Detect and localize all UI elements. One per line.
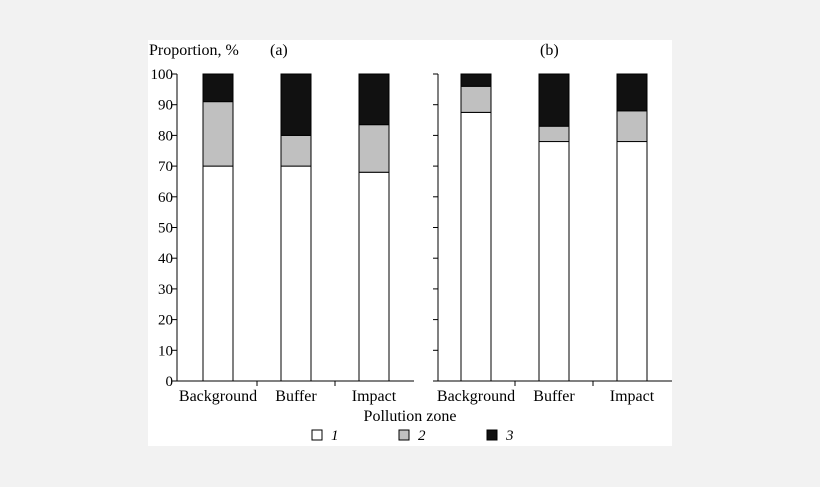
bar-a-impact-series-3 <box>358 73 390 126</box>
y-tick-label: 90 <box>158 98 173 114</box>
bar-a-impact-series-2 <box>358 124 390 173</box>
bar-b-buffer-series-2 <box>538 125 570 143</box>
stacked-bar-chart: Proportion, % (a) (b) 0 10 20 30 40 50 60 70 80 9… <box>149 42 672 444</box>
bar-b-background-series-2 <box>460 85 492 113</box>
y-tick-label: 20 <box>158 313 173 329</box>
x-tick-label: Impact <box>610 388 655 405</box>
legend-swatch-1 <box>311 429 323 441</box>
bar-b-background-series-3 <box>460 73 492 87</box>
y-tick-label: 30 <box>158 282 173 298</box>
legend-swatch-3 <box>486 429 498 441</box>
y-tick-label: 80 <box>158 128 173 144</box>
bar-a-buffer-series-1 <box>280 165 312 382</box>
y-axis-label: Proportion, % <box>149 42 239 59</box>
x-axis-label: Pollution zone <box>364 408 457 425</box>
y-tick-label: 40 <box>158 251 173 267</box>
x-tick-label: Buffer <box>533 388 575 405</box>
legend-label-3: 3 <box>505 428 514 444</box>
bar-a-buffer-series-3 <box>280 73 312 136</box>
bar-a-background-series-1 <box>202 165 234 382</box>
y-tick-label: 60 <box>158 190 173 206</box>
bar-b-background-series-1 <box>460 111 492 382</box>
legend-label-1: 1 <box>331 428 339 444</box>
panel-b-label: (b) <box>540 42 559 59</box>
bar-a-buffer-series-2 <box>280 134 312 167</box>
y-tick-label: 10 <box>158 343 173 359</box>
bar-a-impact-series-1 <box>358 171 390 382</box>
legend-swatch-2 <box>398 429 410 441</box>
x-tick-label: Background <box>437 388 515 405</box>
panel-b: Background Buffer Impact <box>433 73 672 405</box>
panel-a-label: (a) <box>270 42 288 59</box>
x-tick-label: Buffer <box>275 388 317 405</box>
bar-b-impact-series-3 <box>616 73 648 112</box>
bar-a-background-series-2 <box>202 101 234 167</box>
y-tick-label: 50 <box>158 221 173 237</box>
bar-b-buffer-series-1 <box>538 141 570 382</box>
bar-b-impact-series-2 <box>616 110 648 143</box>
legend-label-2: 2 <box>418 428 426 444</box>
legend: 1 2 3 <box>311 428 514 444</box>
y-tick-label: 100 <box>151 67 174 83</box>
y-tick-label: 70 <box>158 159 173 175</box>
y-tick-label: 0 <box>166 374 174 390</box>
x-tick-label: Impact <box>352 388 397 405</box>
x-tick-label: Background <box>179 388 257 405</box>
chart-figure: Proportion, % (a) (b) 0 10 20 30 40 50 60 70 80 9… <box>148 40 672 446</box>
bar-b-buffer-series-3 <box>538 73 570 127</box>
panel-a: 0 10 20 30 40 50 60 70 80 90 100 Background Buffer Im… <box>151 67 414 405</box>
bar-a-background-series-3 <box>202 73 234 103</box>
bar-b-impact-series-1 <box>616 141 648 382</box>
